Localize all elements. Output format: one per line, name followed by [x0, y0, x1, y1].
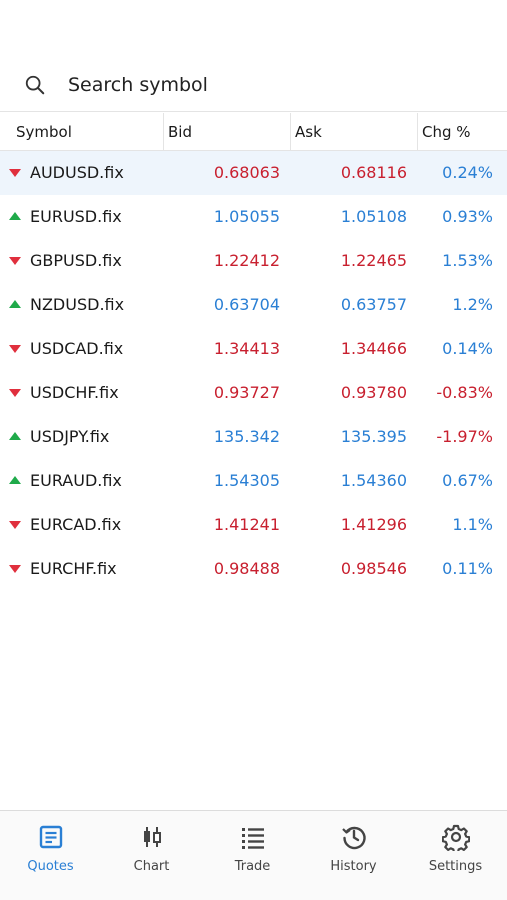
change-percent: -0.83%: [436, 383, 493, 402]
tab-settings[interactable]: Settings: [404, 811, 507, 900]
tab-label-history: History: [330, 859, 377, 874]
column-header-ask[interactable]: Ask: [290, 113, 417, 151]
price-down-arrow-icon: [9, 389, 21, 397]
ask-price: 0.98546: [340, 559, 407, 578]
price-down-arrow-icon: [9, 521, 21, 529]
symbol-name: USDCAD.fix: [30, 339, 124, 358]
change-percent: -1.97%: [436, 427, 493, 446]
change-percent: 0.14%: [442, 339, 493, 358]
price-up-arrow-icon: [9, 212, 21, 220]
quotes-table-header: Symbol Bid Ask Chg %: [0, 113, 507, 151]
change-percent: 1.2%: [452, 295, 493, 314]
price-down-arrow-icon: [9, 345, 21, 353]
bid-price: 0.93727: [213, 383, 280, 402]
tab-label-chart: Chart: [133, 859, 170, 874]
quote-row[interactable]: USDJPY.fix 135.342 135.395 -1.97%: [0, 415, 507, 459]
bid-price: 1.22412: [213, 251, 280, 270]
search-icon[interactable]: [24, 74, 46, 96]
bid-price: 1.41241: [213, 515, 280, 534]
change-percent: 0.11%: [442, 559, 493, 578]
quote-row[interactable]: EURUSD.fix 1.05055 1.05108 0.93%: [0, 195, 507, 239]
price-up-arrow-icon: [9, 300, 21, 308]
history-icon: [341, 826, 366, 850]
trade-list-icon: [241, 828, 264, 849]
bid-price: 1.34413: [213, 339, 280, 358]
symbol-name: AUDUSD.fix: [30, 163, 124, 182]
change-percent: 1.53%: [442, 251, 493, 270]
price-up-arrow-icon: [9, 432, 21, 440]
bid-price: 1.54305: [213, 471, 280, 490]
ask-price: 0.63757: [340, 295, 407, 314]
search-input[interactable]: [68, 68, 488, 102]
column-header-symbol[interactable]: Symbol: [16, 123, 72, 141]
symbol-name: GBPUSD.fix: [30, 251, 122, 270]
quotes-table-body: AUDUSD.fix 0.68063 0.68116 0.24% EURUSD.fix 1…: [0, 151, 507, 591]
quote-row[interactable]: USDCHF.fix 0.93727 0.93780 -0.83%: [0, 371, 507, 415]
ask-price: 0.93780: [340, 383, 407, 402]
bid-price: 0.98488: [213, 559, 280, 578]
bid-price: 135.342: [213, 427, 280, 446]
candlestick-chart-icon: [143, 827, 161, 847]
tab-label-trade: Trade: [234, 859, 271, 874]
symbol-name: NZDUSD.fix: [30, 295, 125, 314]
symbol-name: EURCAD.fix: [30, 515, 122, 534]
tab-trade[interactable]: Trade: [202, 811, 303, 900]
tab-label-settings: Settings: [428, 859, 483, 874]
bid-price: 1.05055: [213, 207, 280, 226]
ask-price: 1.41296: [340, 515, 407, 534]
quote-row[interactable]: GBPUSD.fix 1.22412 1.22465 1.53%: [0, 239, 507, 283]
bid-price: 0.63704: [213, 295, 280, 314]
tab-history[interactable]: History: [303, 811, 404, 900]
quote-row[interactable]: NZDUSD.fix 0.63704 0.63757 1.2%: [0, 283, 507, 327]
ask-price: 0.68116: [340, 163, 407, 182]
change-percent: 0.24%: [442, 163, 493, 182]
tab-label-quotes: Quotes: [27, 859, 74, 874]
price-down-arrow-icon: [9, 257, 21, 265]
bid-price: 0.68063: [213, 163, 280, 182]
ask-price: 1.34466: [340, 339, 407, 358]
tab-quotes[interactable]: Quotes: [0, 811, 101, 900]
quote-row[interactable]: USDCAD.fix 1.34413 1.34466 0.14%: [0, 327, 507, 371]
column-header-bid[interactable]: Bid: [163, 113, 290, 151]
price-down-arrow-icon: [9, 169, 21, 177]
price-up-arrow-icon: [9, 476, 21, 484]
symbol-name: USDJPY.fix: [30, 427, 110, 446]
quote-row[interactable]: AUDUSD.fix 0.68063 0.68116 0.24%: [0, 151, 507, 195]
symbol-name: EURAUD.fix: [30, 471, 122, 490]
price-down-arrow-icon: [9, 565, 21, 573]
ask-price: 135.395: [340, 427, 407, 446]
tab-chart[interactable]: Chart: [101, 811, 202, 900]
symbol-name: EURUSD.fix: [30, 207, 122, 226]
ask-price: 1.54360: [340, 471, 407, 490]
change-percent: 0.67%: [442, 471, 493, 490]
change-percent: 0.93%: [442, 207, 493, 226]
ask-price: 1.05108: [340, 207, 407, 226]
symbol-name: EURCHF.fix: [30, 559, 117, 578]
quote-row[interactable]: EURCHF.fix 0.98488 0.98546 0.11%: [0, 547, 507, 591]
bottom-tab-bar: Quotes Chart Trade: [0, 810, 507, 900]
quote-row[interactable]: EURCAD.fix 1.41241 1.41296 1.1%: [0, 503, 507, 547]
gear-icon: [441, 824, 470, 851]
quote-row[interactable]: EURAUD.fix 1.54305 1.54360 0.67%: [0, 459, 507, 503]
quotes-icon: [39, 825, 62, 849]
change-percent: 1.1%: [452, 515, 493, 534]
search-bar: [0, 58, 507, 112]
ask-price: 1.22465: [340, 251, 407, 270]
column-header-change[interactable]: Chg %: [417, 113, 507, 151]
symbol-name: USDCHF.fix: [30, 383, 119, 402]
